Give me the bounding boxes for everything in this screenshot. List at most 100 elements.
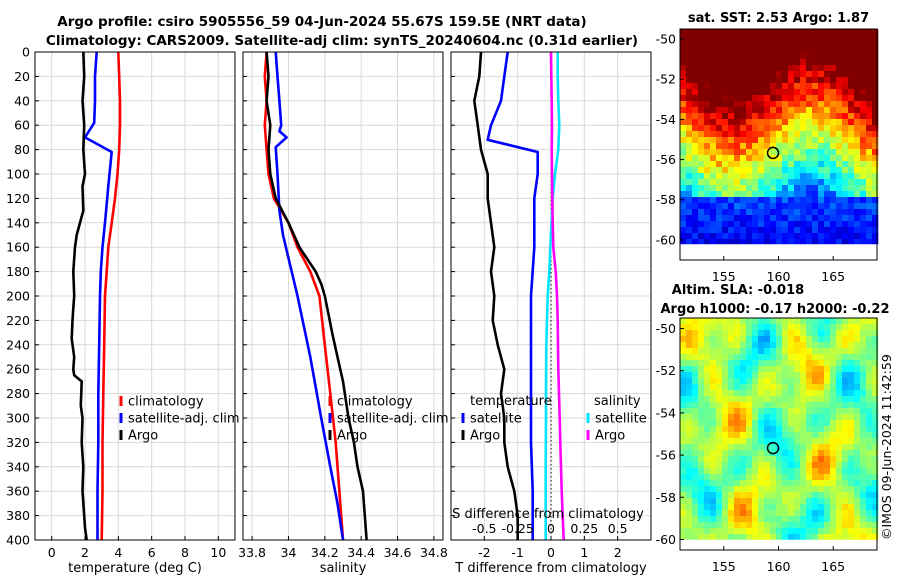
map-cell (752, 125, 759, 132)
map-cell (830, 390, 837, 397)
series-climatology (100, 51, 122, 541)
map-cell (740, 390, 747, 397)
map-cell (848, 101, 855, 108)
map-cell (764, 318, 771, 325)
map-cell (806, 504, 813, 511)
map-cell (698, 348, 705, 355)
map-cell (722, 113, 729, 120)
map-cell (734, 330, 741, 337)
map-cell (866, 486, 873, 493)
map-cell (692, 432, 699, 439)
map-cell (692, 167, 699, 174)
map-cell (824, 462, 831, 469)
x-tick-label: 8 (181, 545, 189, 560)
map-cell (704, 498, 711, 505)
map-cell (854, 77, 861, 84)
y-tick-label: 260 (6, 362, 30, 377)
map-cell (830, 324, 837, 331)
map-cell (860, 390, 867, 397)
map-cell (692, 53, 699, 60)
map-cell (698, 209, 705, 216)
map-cell (716, 336, 723, 343)
map-cell (830, 462, 837, 469)
map-cell (836, 414, 843, 421)
map-cell (764, 330, 771, 337)
map-cell (776, 143, 783, 150)
map-cell (800, 456, 807, 463)
map-cell (872, 348, 879, 355)
map-cell (842, 41, 849, 48)
map-cell (746, 498, 753, 505)
map-cell (680, 390, 687, 397)
map-cell (752, 107, 759, 114)
map-cell (746, 95, 753, 102)
map-cell (872, 203, 879, 210)
map-cell (812, 161, 819, 168)
map-cell (746, 528, 753, 535)
map-cell (788, 209, 795, 216)
map-cell (758, 366, 765, 373)
map-cell (716, 432, 723, 439)
map-cell (710, 498, 717, 505)
map-cell (800, 330, 807, 337)
x-axis-label: salinity (320, 561, 367, 576)
map-cell (764, 95, 771, 102)
map-cell (770, 408, 777, 415)
map-cell (716, 366, 723, 373)
map-cell (716, 474, 723, 481)
map-cell (794, 360, 801, 367)
map-cell (812, 197, 819, 204)
map-cell (806, 29, 813, 36)
map-cell (722, 450, 729, 457)
map-cell (692, 366, 699, 373)
map-cell (872, 155, 879, 162)
map-cell (788, 498, 795, 505)
map-cell (764, 65, 771, 72)
map-cell (836, 348, 843, 355)
map-cell (836, 324, 843, 331)
map-cell (716, 360, 723, 367)
map-cell (860, 336, 867, 343)
map-cell (800, 468, 807, 475)
map-cell (818, 396, 825, 403)
map-cell (752, 185, 759, 192)
map-cell (722, 474, 729, 481)
map-cell (734, 101, 741, 108)
y-tick-label: 160 (6, 240, 30, 255)
map-cell (746, 59, 753, 66)
map-cell (722, 149, 729, 156)
map-cell (806, 131, 813, 138)
map-cell (692, 209, 699, 216)
map-cell (710, 336, 717, 343)
map-cell (800, 203, 807, 210)
map-cell (788, 89, 795, 96)
x-tick-label: 34.2 (311, 545, 339, 560)
map-cell (758, 143, 765, 150)
map-cell (758, 185, 765, 192)
map-cell (686, 179, 693, 186)
map-cell (734, 59, 741, 66)
map-cell (722, 125, 729, 132)
map-cell (848, 29, 855, 36)
map-cell (758, 360, 765, 367)
map-cell (806, 360, 813, 367)
map-cell (836, 504, 843, 511)
map-cell (704, 444, 711, 451)
map-cell (782, 143, 789, 150)
map-cell (740, 354, 747, 361)
map-cell (824, 324, 831, 331)
map-cell (842, 173, 849, 180)
map-cell (770, 185, 777, 192)
map-cell (806, 528, 813, 535)
map-cell (776, 408, 783, 415)
map-cell (848, 342, 855, 349)
map-cell (686, 209, 693, 216)
map-cell (872, 444, 879, 451)
map-cell (758, 47, 765, 54)
legend-label: Argo (128, 429, 158, 444)
map-cell (704, 390, 711, 397)
map-cell (734, 378, 741, 385)
map-cell (842, 77, 849, 84)
map-cell (692, 227, 699, 234)
map-cell (830, 155, 837, 162)
